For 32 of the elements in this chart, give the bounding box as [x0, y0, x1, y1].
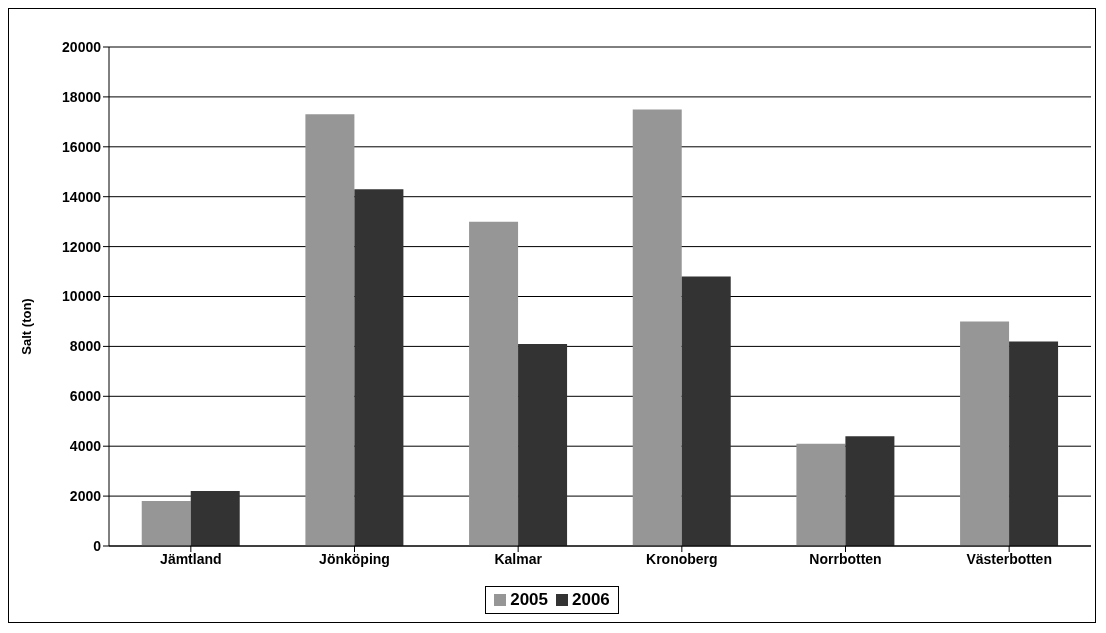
- bar: [141, 501, 191, 546]
- y-tick-label: 10000: [62, 288, 102, 305]
- bar: [305, 114, 355, 546]
- bar: [960, 321, 1010, 546]
- bar: [845, 436, 895, 546]
- legend-label: 2005: [509, 590, 548, 610]
- y-tick-label: 18000: [62, 88, 102, 105]
- y-tick-label: 14000: [62, 188, 102, 205]
- y-axis-title: Salt (ton): [18, 298, 34, 355]
- bar: [469, 221, 519, 546]
- x-tick-label: Kronoberg: [646, 550, 718, 567]
- bar: [518, 343, 568, 546]
- bar: [1009, 341, 1059, 546]
- bar: [632, 109, 682, 546]
- x-tick-label: Jämtland: [160, 550, 222, 567]
- x-tick-label: Norrbotten: [809, 550, 882, 567]
- y-tick-label: 2000: [69, 488, 102, 505]
- y-tick-label: 6000: [69, 388, 102, 405]
- legend-label: 2006: [571, 590, 610, 610]
- x-tick-label: Jönköping: [319, 550, 390, 567]
- y-tick-label: 16000: [62, 138, 102, 155]
- y-tick-label: 0: [93, 537, 102, 554]
- bar: [796, 443, 846, 546]
- y-tick-label: 4000: [69, 438, 102, 455]
- bar: [190, 491, 240, 546]
- y-tick-label: 12000: [62, 238, 102, 255]
- y-tick-label: 8000: [69, 338, 102, 355]
- x-tick-label: Västerbotten: [966, 550, 1052, 567]
- bar: [681, 276, 731, 546]
- bar: [354, 189, 404, 546]
- y-tick-label: 20000: [62, 38, 102, 55]
- x-tick-label: Kalmar: [494, 550, 543, 567]
